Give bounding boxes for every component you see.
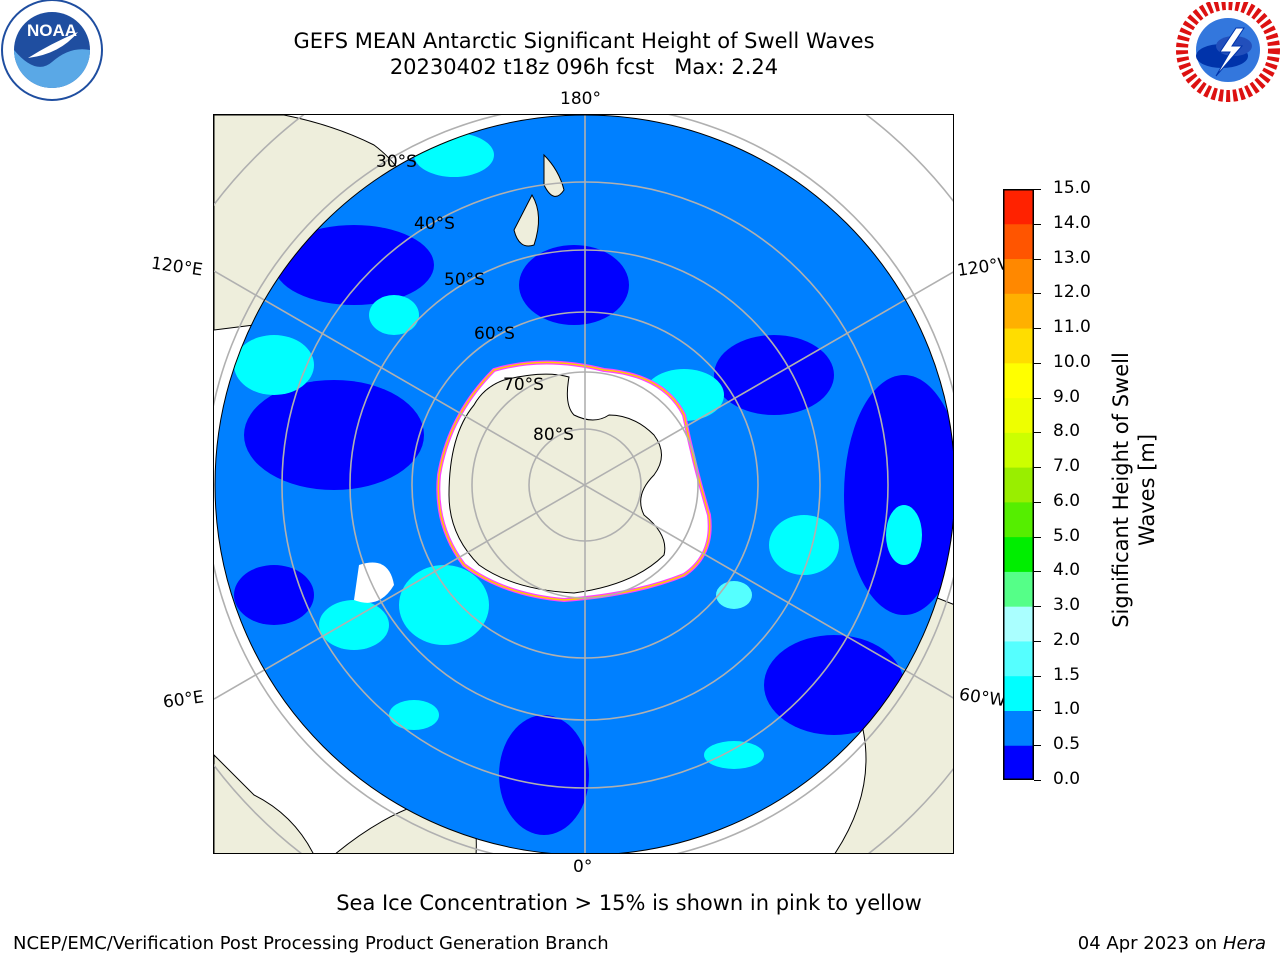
colorbar-tick-label: 9.0 xyxy=(1053,386,1081,407)
polar-map xyxy=(214,115,953,853)
colorbar-swatch xyxy=(1003,223,1034,260)
colorbar-swatches xyxy=(1003,189,1034,781)
colorbar-swatch xyxy=(1003,362,1034,399)
noaa-logo-text: NOAA xyxy=(27,21,77,40)
colorbar-swatch xyxy=(1003,536,1034,572)
lat-label-70s: 70°S xyxy=(503,375,544,395)
colorbar-tick-mark xyxy=(1034,189,1041,190)
colorbar-tick-mark xyxy=(1034,397,1041,399)
colorbar-tick-label: 12.0 xyxy=(1053,282,1091,303)
colorbar-tick-mark xyxy=(1034,432,1041,434)
lat-label-30s: 30°S xyxy=(376,152,417,172)
colorbar-swatch xyxy=(1003,710,1034,746)
colorbar-tick-mark xyxy=(1034,606,1041,608)
colorbar-tick-mark xyxy=(1034,571,1041,573)
colorbar-tick-mark xyxy=(1034,780,1041,781)
colorbar-tick-mark xyxy=(1034,675,1041,677)
colorbar-tick-label: 3.0 xyxy=(1053,595,1081,616)
nws-logo-icon xyxy=(1176,0,1280,102)
colorbar-tick-label: 0.0 xyxy=(1053,769,1081,789)
lat-label-50s: 50°S xyxy=(444,270,485,290)
antarctica-land xyxy=(448,373,666,594)
colorbar-tick-mark xyxy=(1034,467,1041,469)
colorbar-label-line2: Waves [m] xyxy=(1135,434,1159,546)
colorbar-swatch xyxy=(1003,258,1034,294)
colorbar-tick-label: 1.0 xyxy=(1053,699,1081,720)
colorbar-tick-mark xyxy=(1034,223,1041,225)
colorbar-tick-label: 0.5 xyxy=(1053,734,1081,755)
colorbar-tick-label: 4.0 xyxy=(1053,560,1081,581)
colorbar-tick-label: 1.5 xyxy=(1053,664,1081,685)
colorbar-tick-mark xyxy=(1034,640,1041,642)
colorbar-tick-label: 15.0 xyxy=(1053,178,1091,198)
colorbar-swatch xyxy=(1003,675,1034,711)
title-line-2: 20230402 t18z 096h fcst Max: 2.24 xyxy=(389,55,779,79)
colorbar-swatch xyxy=(1003,432,1034,468)
graticule xyxy=(214,115,953,853)
lat-label-40s: 40°S xyxy=(414,214,455,234)
colorbar-swatch xyxy=(1003,745,1034,781)
colorbar-tick-label: 7.0 xyxy=(1053,456,1081,477)
colorbar-tick-label: 11.0 xyxy=(1053,317,1091,338)
colorbar-tick-label: 10.0 xyxy=(1053,351,1091,372)
colorbar-swatch xyxy=(1003,293,1034,329)
colorbar-swatch xyxy=(1003,571,1034,607)
date-stamp: 04 Apr 2023 on Hera xyxy=(1078,933,1266,954)
colorbar-swatch xyxy=(1003,501,1034,538)
colorbar-tick-mark xyxy=(1034,745,1041,747)
colorbar-label-line1: Significant Height of Swell xyxy=(1109,352,1133,628)
colorbar-tick-label: 13.0 xyxy=(1053,247,1091,268)
colorbar-tick-mark xyxy=(1034,328,1041,330)
noaa-logo-icon: NOAA xyxy=(0,0,104,104)
lat-label-80s: 80°S xyxy=(533,425,574,445)
colorbar-tick-mark xyxy=(1034,536,1041,538)
colorbar-swatch xyxy=(1003,606,1034,642)
colorbar-tick-mark xyxy=(1034,258,1041,260)
lat-label-60s: 60°S xyxy=(474,324,515,344)
chart-title: GEFS MEAN Antarctic Significant Height o… xyxy=(0,28,1168,80)
colorbar-tick-label: 2.0 xyxy=(1053,629,1081,650)
colorbar-label: Significant Height of Swell Waves [m] xyxy=(1104,340,1164,640)
colorbar-tick-mark xyxy=(1034,293,1041,295)
date-text: 04 Apr 2023 on xyxy=(1077,933,1218,954)
colorbar-tick-mark xyxy=(1034,501,1041,503)
colorbar-swatch xyxy=(1003,467,1034,503)
madagascar-land xyxy=(214,754,314,853)
machine-name: Hera xyxy=(1222,933,1266,954)
colorbar-tick-label: 14.0 xyxy=(1053,212,1091,233)
lon-label-lower-left: 60°E xyxy=(161,687,206,713)
lon-label-upper-left: 120°E xyxy=(149,253,204,281)
colorbar-swatch xyxy=(1003,640,1034,677)
lon-label-lower-right: 60°W xyxy=(957,684,1008,712)
map-panel xyxy=(213,114,954,854)
title-line-1: GEFS MEAN Antarctic Significant Height o… xyxy=(293,29,875,53)
colorbar-swatch xyxy=(1003,328,1034,364)
colorbar-tick-label: 6.0 xyxy=(1053,490,1081,511)
colorbar-swatch xyxy=(1003,397,1034,433)
lon-label-bottom: 0° xyxy=(573,857,593,877)
colorbar-tick-label: 5.0 xyxy=(1053,525,1081,546)
colorbar-tick-mark xyxy=(1034,362,1041,364)
colorbar-tick-label: 8.0 xyxy=(1053,421,1081,442)
credit-text: NCEP/EMC/Verification Post Processing Pr… xyxy=(13,933,609,954)
sea-ice-note: Sea Ice Concentration > 15% is shown in … xyxy=(336,891,922,915)
lon-label-top: 180° xyxy=(560,89,601,109)
colorbar-tick-mark xyxy=(1034,710,1041,712)
colorbar xyxy=(1003,189,1034,781)
colorbar-swatch xyxy=(1003,189,1034,225)
